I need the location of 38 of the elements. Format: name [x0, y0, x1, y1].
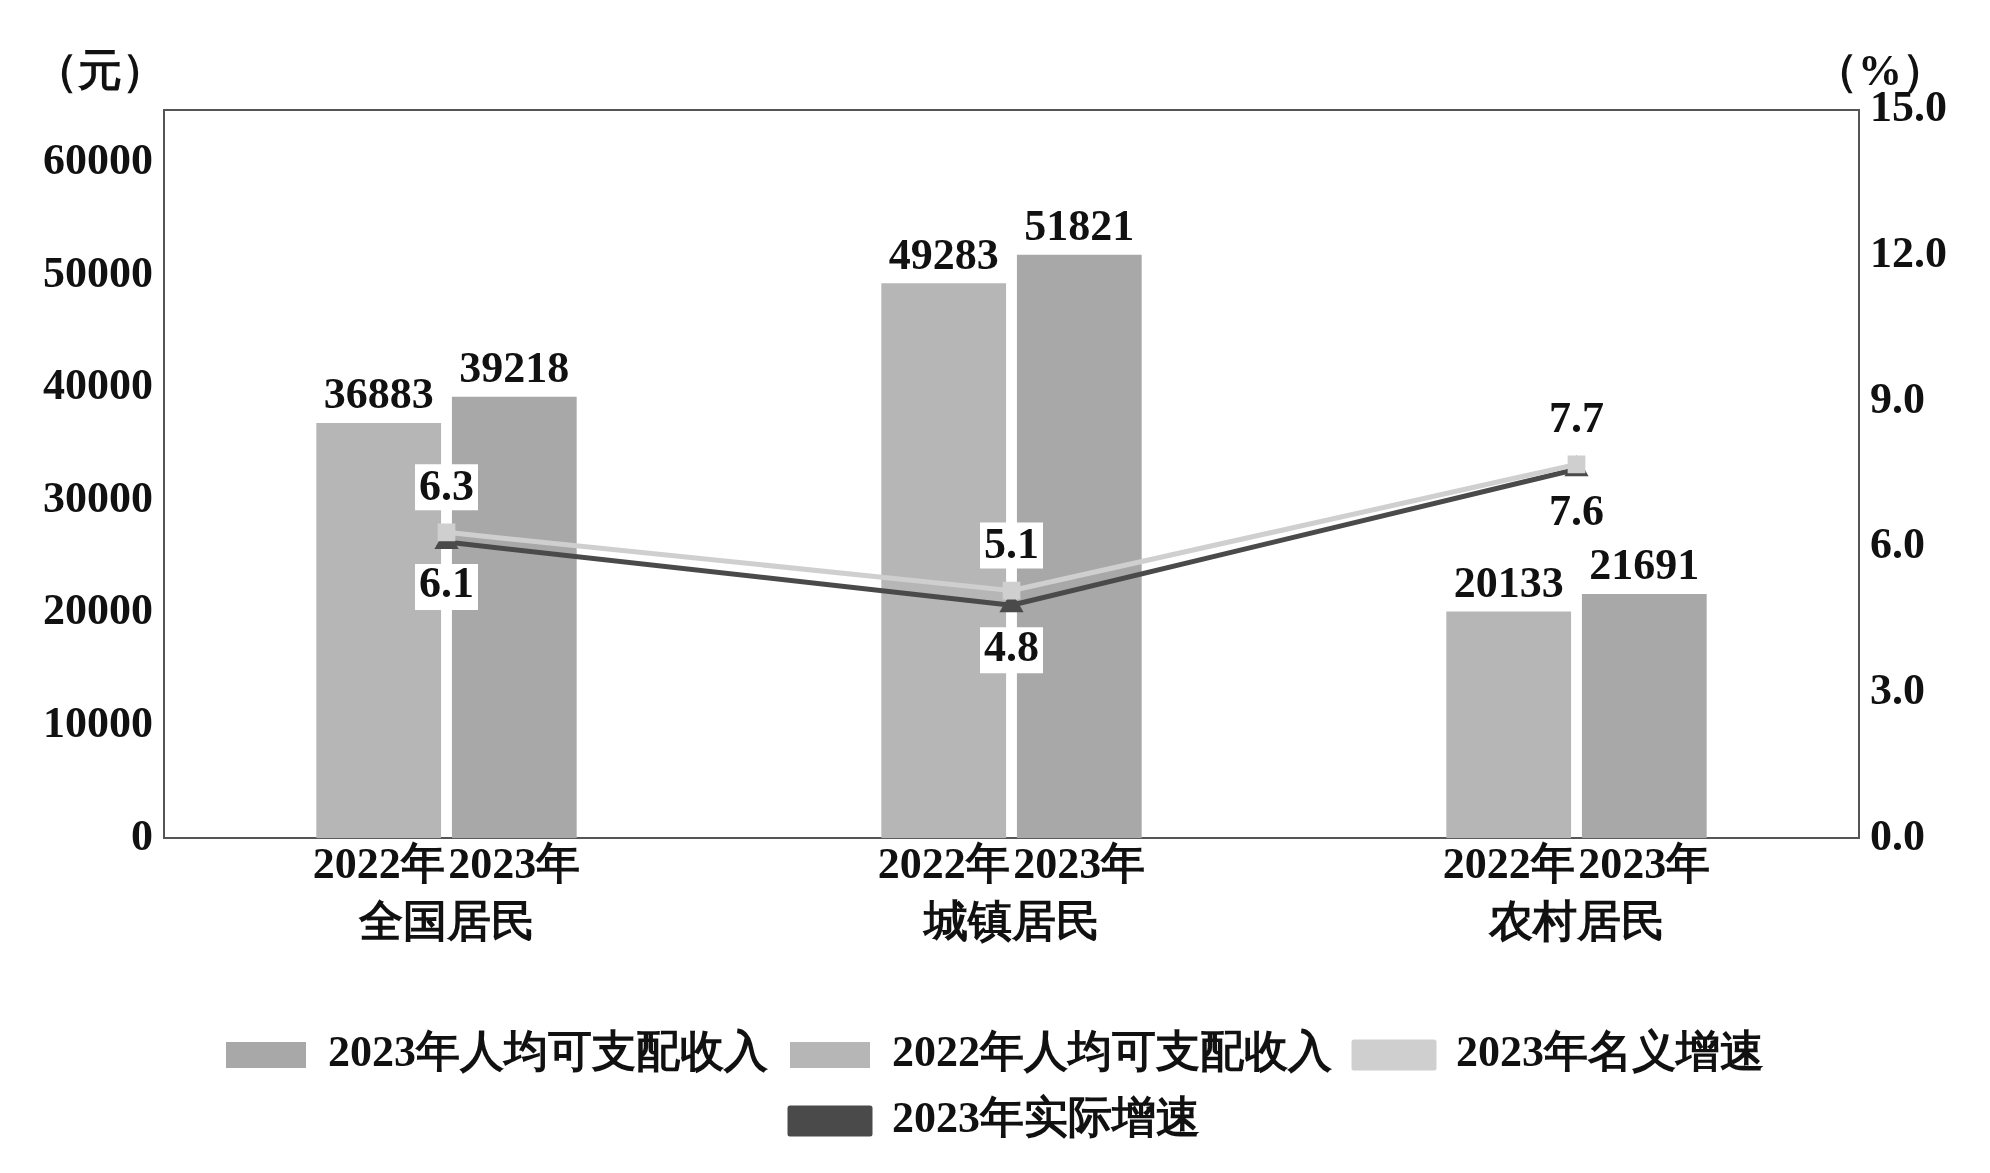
y-tick-label: 60000: [43, 135, 153, 185]
y-tick-label: 0: [131, 810, 153, 860]
y-tick-label: 10000: [43, 697, 153, 747]
data-label: 6.1: [419, 558, 474, 608]
x-tick-label: 农村居民: [1487, 896, 1665, 946]
y-tick-label: 50000: [43, 247, 153, 297]
legend-label: 2023年实际增速: [892, 1093, 1200, 1143]
legend-label: 2023年人均可支配收入: [328, 1027, 769, 1077]
data-label: 7.7: [1549, 392, 1604, 442]
annotation: 2023年: [1578, 838, 1711, 888]
annotation: 2022年: [312, 838, 445, 888]
y2-tick-label: 3.0: [1870, 664, 1925, 714]
data-label: 49283: [888, 229, 999, 279]
x-tick-label: 全国居民: [357, 896, 535, 946]
data-label: 39218: [459, 343, 570, 393]
legend-label: 2023年名义增速: [1456, 1027, 1764, 1077]
data-label: 7.6: [1549, 485, 1604, 535]
y2-tick-label: 12.0: [1870, 228, 1947, 277]
legend-label: 2022年人均可支配收入: [892, 1027, 1333, 1077]
annotation: 2023年: [1013, 838, 1146, 888]
y2-tick-label: 0.0: [1870, 810, 1925, 860]
data-label: 4.8: [984, 621, 1039, 671]
y-axis-title: （元）: [34, 46, 166, 96]
data-label: 21691: [1589, 540, 1700, 590]
data-label: 5.1: [984, 518, 1039, 568]
data-label: 6.3: [419, 460, 474, 510]
y-tick-label: 40000: [43, 360, 153, 410]
annotation: 2022年: [1442, 838, 1575, 888]
data-label: 20133: [1453, 557, 1564, 607]
annotation: 2022年: [877, 838, 1010, 888]
y2-tick-label: 9.0: [1870, 373, 1925, 423]
data-label: 36883: [323, 369, 434, 419]
y-tick-label: 20000: [43, 585, 153, 635]
x-tick-label: 城镇居民: [921, 896, 1100, 946]
data-label: 51821: [1024, 201, 1135, 251]
y2-tick-label: 6.0: [1870, 519, 1925, 569]
y-tick-label: 30000: [43, 472, 153, 522]
annotation: 2023年: [448, 838, 581, 888]
